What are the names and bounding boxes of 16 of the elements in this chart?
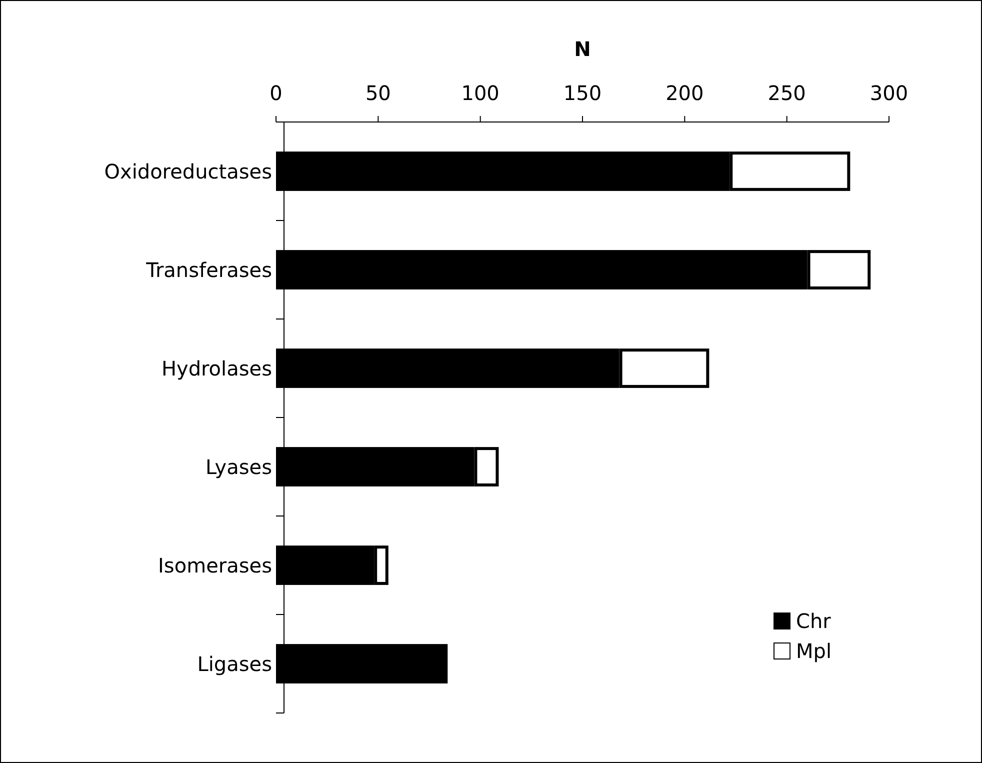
y-tick-label: Transferases <box>145 258 272 282</box>
y-tick-label: Isomerases <box>158 553 272 578</box>
x-tick-label: 300 <box>870 81 908 105</box>
y-tick-label: Hydrolases <box>161 356 272 380</box>
x-tick-label: 0 <box>270 81 282 105</box>
x-tick-label: 250 <box>768 81 806 105</box>
y-tick-label: Ligases <box>197 652 272 676</box>
x-tick-label: 200 <box>666 81 704 105</box>
x-axis-title: N <box>574 37 591 61</box>
legend-label: Chr <box>796 609 832 633</box>
x-tick-label: 100 <box>461 81 500 105</box>
y-tick-label: Oxidoreductases <box>104 159 272 184</box>
y-tick-label: Lyases <box>205 454 272 479</box>
legend-label: Mpl <box>796 639 832 663</box>
x-tick-label: 150 <box>563 81 602 105</box>
x-tick-label: 50 <box>365 81 391 105</box>
